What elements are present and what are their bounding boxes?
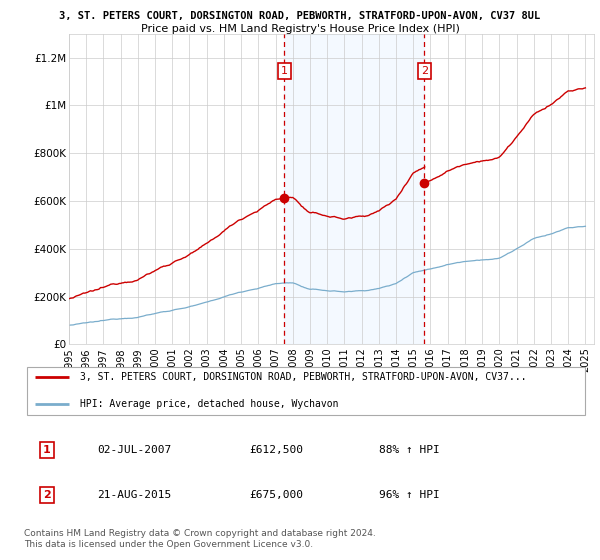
Text: Price paid vs. HM Land Registry's House Price Index (HPI): Price paid vs. HM Land Registry's House … [140, 24, 460, 34]
Text: 02-JUL-2007: 02-JUL-2007 [97, 445, 172, 455]
Text: HPI: Average price, detached house, Wychavon: HPI: Average price, detached house, Wych… [80, 399, 339, 409]
Text: 88% ↑ HPI: 88% ↑ HPI [379, 445, 440, 455]
Text: 96% ↑ HPI: 96% ↑ HPI [379, 490, 440, 500]
Text: 2: 2 [43, 490, 50, 500]
Text: 1: 1 [281, 66, 287, 76]
Text: 3, ST. PETERS COURT, DORSINGTON ROAD, PEBWORTH, STRATFORD-UPON-AVON, CV37...: 3, ST. PETERS COURT, DORSINGTON ROAD, PE… [80, 372, 527, 382]
Text: £675,000: £675,000 [250, 490, 304, 500]
Bar [284, 34, 424, 344]
FancyBboxPatch shape [27, 367, 585, 414]
Text: 21-AUG-2015: 21-AUG-2015 [97, 490, 172, 500]
Text: £612,500: £612,500 [250, 445, 304, 455]
Text: 2: 2 [421, 66, 428, 76]
Text: Contains HM Land Registry data © Crown copyright and database right 2024.
This d: Contains HM Land Registry data © Crown c… [24, 529, 376, 549]
Text: 3, ST. PETERS COURT, DORSINGTON ROAD, PEBWORTH, STRATFORD-UPON-AVON, CV37 8UL: 3, ST. PETERS COURT, DORSINGTON ROAD, PE… [59, 11, 541, 21]
Text: 1: 1 [43, 445, 50, 455]
